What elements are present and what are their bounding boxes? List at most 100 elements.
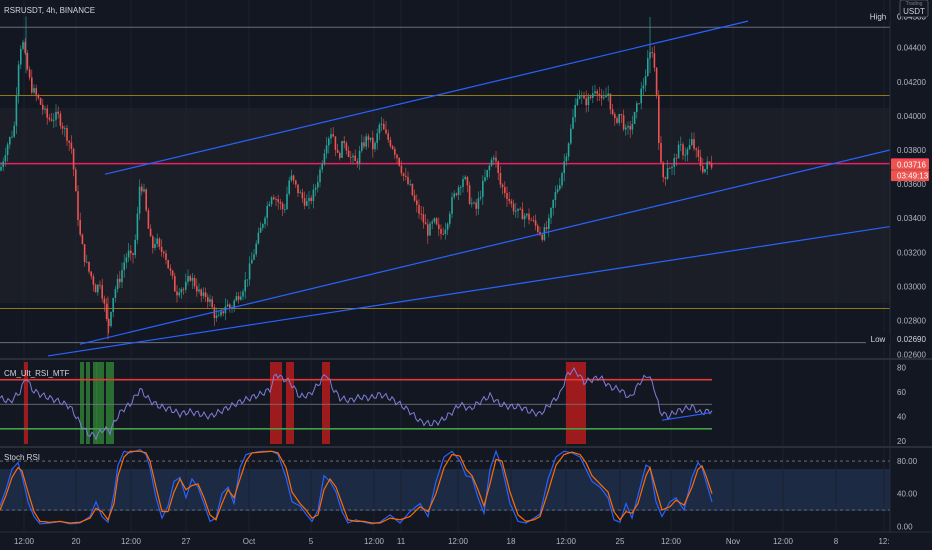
candle <box>270 197 273 205</box>
candle <box>198 289 200 292</box>
symbol-title[interactable]: RSRUSDT, 4h, BINANCE <box>4 6 95 15</box>
price-axis-tick: 0.04200 <box>897 78 926 87</box>
price-axis-tick: 0.03800 <box>897 146 926 155</box>
candle <box>358 150 361 164</box>
candle <box>620 114 623 116</box>
candle <box>594 91 596 94</box>
candle <box>435 218 438 225</box>
candle <box>237 296 240 300</box>
rsi-overbought-bar <box>570 362 574 444</box>
trend-line[interactable] <box>79 149 891 345</box>
candle <box>310 197 312 201</box>
candle <box>675 158 678 159</box>
candle <box>22 42 24 49</box>
candle <box>442 233 444 235</box>
candle <box>526 213 528 216</box>
price-tag-label-bg <box>866 11 890 23</box>
candle <box>680 144 682 146</box>
candle <box>603 97 605 99</box>
candle <box>154 243 156 248</box>
candle <box>127 250 130 258</box>
candle <box>156 238 158 244</box>
candle <box>486 170 488 178</box>
candle <box>664 177 667 179</box>
candle <box>684 154 686 156</box>
candle <box>550 207 552 218</box>
candle <box>556 189 559 192</box>
candle <box>440 228 442 234</box>
candle <box>0 166 2 171</box>
candle <box>688 144 691 150</box>
stoch-axis-tick: 80.00 <box>897 457 918 466</box>
candle <box>508 199 510 201</box>
candle <box>614 114 616 119</box>
trend-line[interactable] <box>104 20 749 175</box>
candle <box>561 173 563 186</box>
candle <box>180 289 183 293</box>
rsi-oversold-bar <box>80 362 84 444</box>
candle <box>519 208 521 210</box>
candle <box>424 222 427 225</box>
candle <box>453 193 455 198</box>
candle <box>332 134 334 137</box>
candle <box>449 213 451 224</box>
candle <box>55 111 57 120</box>
candle <box>171 270 174 277</box>
candle <box>262 224 264 228</box>
rsi-pane[interactable] <box>0 360 890 446</box>
candle <box>94 284 97 293</box>
candle <box>389 139 392 147</box>
rsi-overbought-bar <box>274 362 278 444</box>
price-axis-tick: 0.03400 <box>897 214 926 223</box>
candle <box>504 187 506 194</box>
candle <box>196 286 198 292</box>
candle <box>13 125 15 137</box>
candle <box>651 52 653 54</box>
candle <box>306 201 308 206</box>
rsi-indicator-title[interactable]: CM_Ult_RSI_MTF <box>4 369 69 378</box>
stoch-indicator-title[interactable]: Stoch RSI <box>4 453 40 462</box>
candle <box>299 192 301 194</box>
rsi-axis-tick: 60 <box>897 388 906 397</box>
time-axis-tick: 12: <box>878 537 889 546</box>
candle <box>682 144 684 156</box>
candle <box>290 175 293 181</box>
candle <box>281 203 284 210</box>
candle <box>559 185 561 190</box>
time-axis-tick: 12:00 <box>661 537 682 546</box>
stoch-k-line <box>0 448 713 525</box>
candle <box>356 161 359 164</box>
candle <box>554 191 557 200</box>
candle <box>160 246 163 252</box>
currency-selector[interactable]: Trading USDT <box>899 0 929 18</box>
candle <box>429 223 431 236</box>
candle <box>697 149 700 157</box>
candle <box>46 108 48 118</box>
candle <box>259 227 262 233</box>
candle <box>693 139 695 149</box>
candle <box>627 125 629 128</box>
candle <box>583 95 585 99</box>
candle <box>308 197 310 202</box>
candle <box>31 77 33 93</box>
candle <box>482 180 484 197</box>
candle <box>642 85 645 89</box>
candle <box>101 285 103 299</box>
candle <box>17 64 20 96</box>
candle <box>493 157 495 160</box>
candle <box>622 115 625 130</box>
trend-line[interactable] <box>47 225 891 357</box>
time-axis-tick: 5 <box>309 537 314 546</box>
candle <box>477 198 480 209</box>
candle <box>255 243 257 255</box>
candle <box>209 299 211 302</box>
time-axis-tick: 20 <box>72 537 81 546</box>
candle <box>242 291 244 297</box>
rsi-overbought-bar <box>326 362 330 444</box>
candle <box>42 104 44 110</box>
rsi-overbought-bar <box>270 362 274 444</box>
candle <box>411 183 414 196</box>
price-axis-tick: 0.02600 <box>897 351 926 360</box>
candle <box>229 304 231 309</box>
